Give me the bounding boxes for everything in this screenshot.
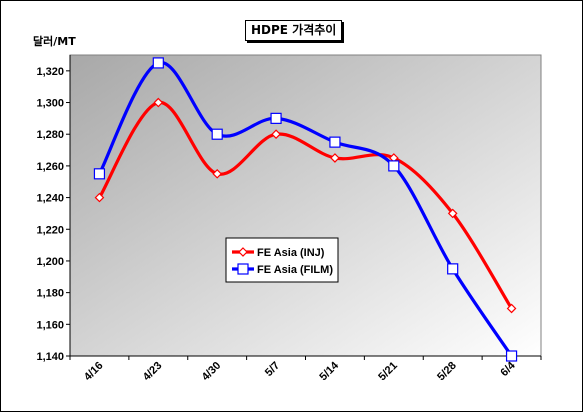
series-markers (93, 57, 518, 362)
x-tick-label: 5/28 (435, 360, 459, 384)
data-point-square (211, 128, 223, 140)
x-tick-label: 6/4 (498, 359, 518, 379)
x-tick-label: 4/23 (141, 360, 165, 384)
legend-box (225, 237, 339, 283)
plot-area (69, 54, 542, 357)
series-layer (93, 57, 518, 362)
y-tick-label: 1,140 (36, 351, 64, 363)
data-point-square (152, 57, 164, 69)
data-point-square (388, 160, 400, 172)
data-point-square (93, 168, 106, 180)
data-point-diamond (153, 97, 164, 108)
y-tick-label: 1,280 (36, 129, 64, 141)
data-point-diamond (447, 208, 458, 219)
legend-label: FE Asia (INJ) (257, 247, 325, 259)
data-point-diamond (506, 303, 517, 314)
data-point-square (270, 112, 282, 124)
y-tick-label: 1,160 (36, 319, 64, 331)
data-point-square (329, 136, 341, 148)
y-axis-unit-label: 달러/MT (33, 35, 76, 48)
y-tick-label: 1,260 (36, 161, 64, 173)
x-tick-label: 4/16 (82, 360, 106, 384)
data-point-square (447, 263, 459, 275)
legend-label: FE Asia (FILM) (257, 264, 333, 276)
legend-item: FE Asia (INJ) (232, 247, 325, 259)
y-tick-label: 1,240 (36, 193, 64, 205)
x-tick-label: 5/21 (376, 360, 400, 384)
y-tick-label: 1,220 (36, 224, 64, 236)
legend: FE Asia (INJ) FE Asia (FILM) (225, 237, 339, 283)
chart-title: HDPE 가격추이 (245, 20, 343, 41)
data-point-square (505, 350, 518, 362)
data-point-diamond (238, 247, 248, 257)
data-point-diamond (94, 192, 105, 203)
y-tick-label: 1,300 (36, 98, 64, 110)
legend-item: FE Asia (FILM) (232, 263, 333, 276)
data-point-diamond (212, 168, 223, 179)
x-tick-label: 5/7 (263, 360, 282, 379)
data-point-diamond (330, 153, 340, 163)
y-tick-label: 1,320 (36, 66, 64, 78)
y-tick-label: 1,180 (36, 288, 64, 300)
data-point-diamond (271, 129, 281, 140)
x-tick-label: 4/30 (200, 360, 224, 384)
series-markers (94, 97, 517, 314)
y-tick-label: 1,200 (36, 256, 64, 268)
data-point-square (237, 263, 249, 275)
x-tick-label: 5/14 (317, 359, 341, 383)
